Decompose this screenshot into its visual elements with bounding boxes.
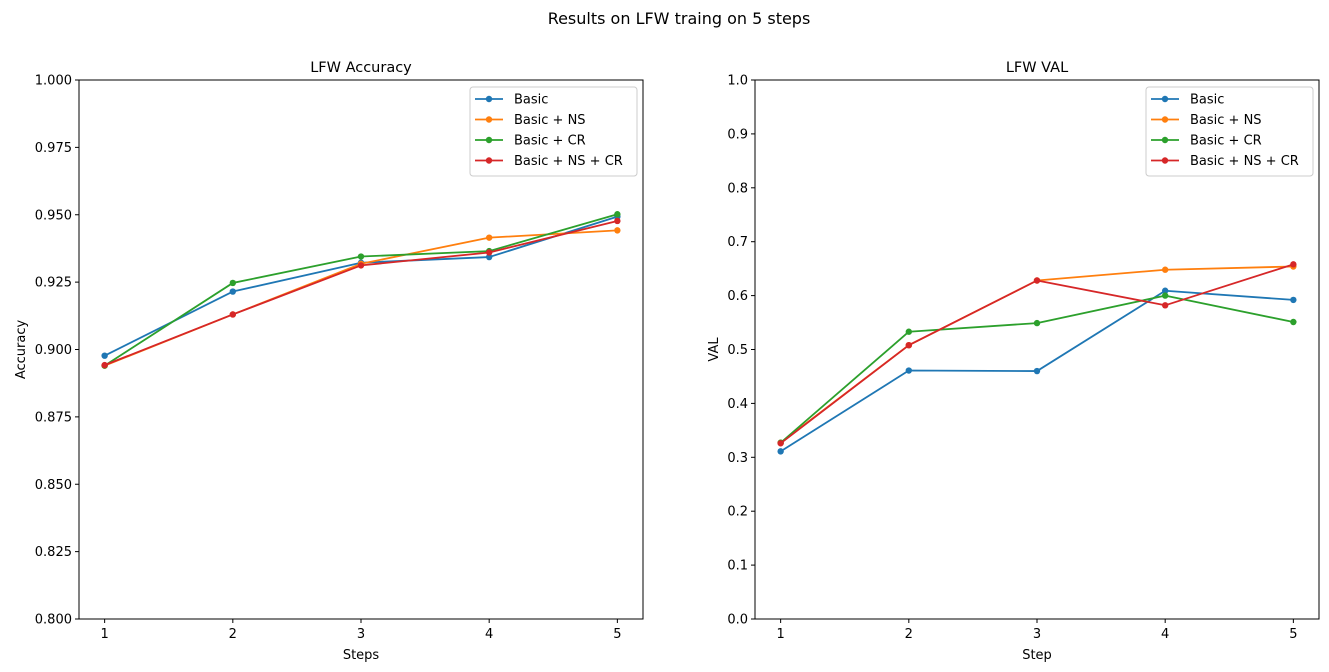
data-point (1290, 296, 1297, 304)
data-point (1033, 277, 1041, 284)
y-tick-label: 0.2 (727, 505, 748, 520)
x-axis-label: Steps (343, 648, 380, 663)
x-tick-label: 2 (905, 627, 913, 642)
plot-frame (78, 79, 644, 620)
legend-marker (485, 95, 493, 103)
series-line (780, 265, 1294, 444)
data-point (1290, 318, 1297, 326)
data-point (1161, 287, 1169, 294)
data-point (905, 341, 913, 349)
val-chart: LFW VAL 0.0 0.1 0.2 0.3 0.4 0.5 0.6 0.7 0.8 0.9 1.0… (707, 60, 1320, 663)
data-point (1290, 261, 1297, 268)
y-tick-label: 0.1 (727, 559, 748, 574)
legend-frame (1145, 86, 1314, 177)
y-tick-label: 1.000 (35, 74, 72, 89)
data-point (1161, 266, 1169, 273)
legend: Basic Basic + NS Basic + CR Basic + NS + CR (1145, 86, 1314, 177)
legend-label: Basic (514, 93, 548, 108)
y-tick-label: 0.975 (35, 141, 72, 156)
legend-label: Basic + NS + CR (1190, 154, 1299, 169)
x-tick-label: 3 (357, 627, 365, 642)
data-point (1161, 302, 1169, 309)
legend-frame (469, 86, 638, 177)
legend-marker (485, 116, 493, 123)
data-point (485, 249, 493, 256)
legend-marker (1161, 95, 1169, 103)
x-tick-label: 1 (100, 627, 108, 642)
legend-marker (1161, 157, 1169, 164)
data-point (1161, 292, 1169, 299)
data-point (101, 352, 108, 359)
series-line (104, 213, 618, 367)
x-tick-label: 4 (1161, 627, 1169, 642)
legend-marker (1161, 116, 1169, 123)
data-point (229, 311, 237, 318)
legend-label: Basic + CR (1190, 134, 1262, 149)
x-axis-label: Step (1022, 648, 1052, 663)
y-tick-label: 0.8 (727, 181, 748, 196)
plot-frame (754, 79, 1320, 620)
legend-label: Basic + CR (514, 134, 586, 149)
legend-marker (1161, 136, 1169, 144)
y-tick-label: 0.825 (35, 545, 72, 560)
legend-label: Basic + NS + CR (514, 154, 623, 169)
data-point (229, 279, 237, 287)
data-point (614, 217, 621, 225)
data-point (905, 328, 913, 335)
y-tick-label: 0.800 (35, 613, 72, 628)
legend-label: Basic + NS (1190, 113, 1262, 128)
legend-marker (485, 157, 493, 164)
y-tick-label: 0.875 (35, 410, 72, 425)
chart-title: LFW VAL (1006, 60, 1068, 76)
accuracy-chart: LFW Accuracy 0.800 0.825 0.850 0.875 0.900 0.9… (14, 60, 644, 663)
y-tick-label: 0.950 (35, 208, 72, 223)
y-tick-label: 1.0 (727, 74, 748, 89)
data-point (1033, 319, 1041, 327)
chart-title: LFW Accuracy (310, 60, 412, 76)
data-point (777, 440, 784, 447)
legend: Basic Basic + NS Basic + CR Basic + NS + CR (469, 86, 638, 177)
legend-label: Basic + NS (514, 113, 586, 128)
x-tick-label: 5 (613, 627, 621, 642)
y-axis-label: VAL (707, 337, 722, 362)
y-tick-label: 0.925 (35, 276, 72, 291)
x-tick-label: 4 (485, 627, 493, 642)
y-tick-label: 0.3 (727, 451, 748, 466)
series-line (104, 220, 618, 366)
y-tick-label: 0.900 (35, 343, 72, 358)
legend-marker (485, 136, 493, 144)
data-point (905, 367, 913, 374)
data-point (357, 253, 365, 260)
y-tick-label: 0.7 (727, 235, 748, 250)
y-tick-label: 0.4 (727, 397, 748, 412)
y-tick-label: 0.850 (35, 478, 72, 493)
data-point (229, 288, 237, 295)
x-tick-label: 3 (1033, 627, 1041, 642)
x-tick-label: 1 (776, 627, 784, 642)
series-line (104, 229, 618, 367)
series-line (780, 263, 1294, 445)
data-point (1033, 367, 1041, 375)
y-tick-label: 0.9 (727, 127, 748, 142)
data-point (614, 227, 621, 234)
figure-suptitle: Results on LFW traing on 5 steps (548, 9, 811, 28)
data-point (357, 262, 365, 269)
x-tick-label: 5 (1289, 627, 1297, 642)
data-point (614, 211, 621, 218)
y-tick-label: 0.6 (727, 289, 748, 304)
data-point (777, 448, 784, 455)
y-tick-label: 0.5 (727, 343, 748, 358)
y-axis-label: Accuracy (14, 320, 29, 380)
data-point (485, 253, 493, 261)
legend-label: Basic (1190, 93, 1224, 108)
y-tick-label: 0.0 (727, 613, 748, 628)
data-point (101, 361, 108, 369)
data-point (485, 234, 493, 241)
x-tick-label: 2 (229, 627, 237, 642)
